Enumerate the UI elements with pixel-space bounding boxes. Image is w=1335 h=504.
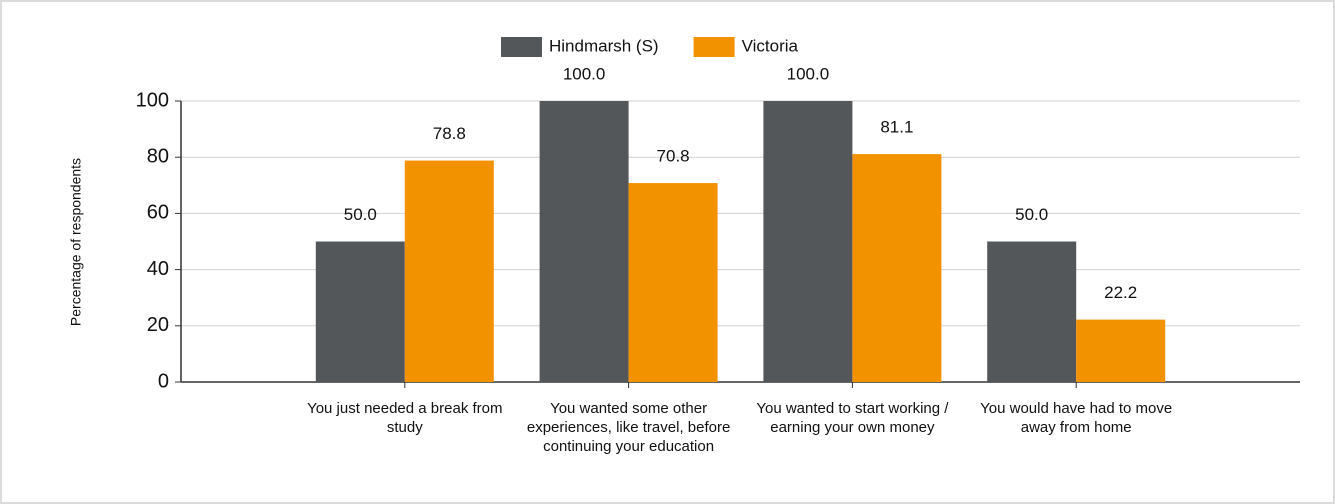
- bar: [315, 241, 405, 382]
- y-tick-label: 60: [147, 202, 169, 224]
- value-label: 70.8: [657, 147, 690, 166]
- y-tick-label: 40: [147, 258, 169, 280]
- bar: [539, 101, 629, 382]
- legend-swatch: [501, 37, 542, 57]
- value-label: 100.0: [787, 64, 830, 83]
- x-tick-label: You wanted some other experiences, like …: [526, 400, 731, 455]
- legend-label: Hindmarsh (S): [549, 36, 659, 55]
- value-label: 81.1: [880, 118, 913, 137]
- value-label: 78.8: [433, 124, 466, 143]
- y-tick-label: 100: [136, 89, 169, 111]
- y-tick-label: 0: [158, 370, 169, 392]
- y-tick-label: 20: [147, 314, 169, 336]
- legend-swatch: [693, 37, 735, 57]
- bar: [763, 101, 853, 382]
- legend-label: Victoria: [742, 36, 799, 55]
- y-axis-label: Percentage of respondents: [68, 158, 84, 326]
- bar: [987, 241, 1077, 382]
- value-label: 50.0: [1015, 205, 1048, 224]
- value-label: 100.0: [563, 64, 606, 83]
- bar: [1076, 319, 1166, 382]
- value-label: 50.0: [344, 205, 377, 224]
- x-tick-label: You would have had to move away from hom…: [980, 400, 1173, 436]
- y-tick-label: 80: [147, 145, 169, 167]
- bar: [852, 154, 942, 382]
- x-tick-label: You wanted to start working / earning yo…: [756, 400, 949, 436]
- bar: [404, 160, 494, 382]
- x-tick-label: You just needed a break from study: [307, 400, 503, 436]
- value-label: 22.2: [1104, 283, 1137, 302]
- bar: [628, 183, 718, 382]
